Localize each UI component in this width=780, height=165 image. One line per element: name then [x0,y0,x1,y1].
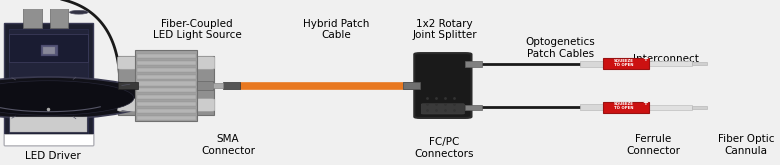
Bar [9,29,88,138]
Bar [41,45,58,56]
Text: Hybrid Patch
Cable: Hybrid Patch Cable [303,19,370,40]
Text: 1x2 Rotary
Joint Splitter: 1x2 Rotary Joint Splitter [412,19,477,40]
Bar [136,54,196,58]
Bar [136,68,196,72]
Bar [692,62,707,65]
Bar [649,105,692,110]
Text: LED · Drive: LED · Drive [18,44,45,49]
Text: SQUEEZE
TO OPEN: SQUEEZE TO OPEN [614,58,633,67]
Text: THORLABS: THORLABS [33,122,64,127]
Bar [212,83,223,88]
Bar [10,117,87,132]
Text: Optogenetics
Patch Cables: Optogenetics Patch Cables [526,37,595,59]
Bar [4,23,93,145]
Text: Fiber-Coupled
LED Light Source: Fiber-Coupled LED Light Source [153,19,242,40]
FancyBboxPatch shape [421,104,465,114]
Bar [136,88,196,92]
Bar [692,106,707,109]
Circle shape [50,0,68,3]
Bar [50,3,68,28]
Bar [603,58,649,69]
Bar [136,61,196,65]
FancyBboxPatch shape [196,57,215,69]
Text: LEDD1B: LEDD1B [66,44,85,49]
Bar [649,61,692,66]
Circle shape [0,81,134,115]
Text: Interconnect: Interconnect [633,54,699,64]
Circle shape [23,0,41,3]
Bar [23,3,41,28]
Text: LED Driver: LED Driver [25,151,80,161]
FancyBboxPatch shape [414,53,471,118]
FancyBboxPatch shape [196,99,215,111]
Circle shape [0,77,153,119]
Text: SQUEEZE
TO OPEN: SQUEEZE TO OPEN [614,102,633,110]
Bar [136,109,196,113]
Text: Ferrule
Connector: Ferrule Connector [626,134,680,156]
Bar [119,82,137,89]
Bar [4,134,93,145]
Circle shape [69,10,88,14]
Bar [603,102,649,113]
Bar [136,95,196,99]
Bar [403,82,420,89]
Bar [403,82,420,89]
Bar [135,50,197,121]
Text: +: + [643,99,648,105]
Text: SMA
Connector: SMA Connector [201,134,255,156]
Circle shape [16,0,49,5]
Bar [136,75,196,79]
Circle shape [42,0,76,5]
Bar [136,116,196,120]
Bar [43,47,55,54]
Text: +: + [643,56,648,62]
Bar [9,34,88,62]
FancyBboxPatch shape [118,57,136,69]
Bar [119,56,214,115]
Bar [466,61,482,66]
Bar [580,61,603,67]
Bar [466,105,482,110]
Text: FC/PC
Connectors: FC/PC Connectors [415,137,474,159]
Bar [580,104,603,110]
Bar [223,82,240,89]
FancyBboxPatch shape [118,99,136,111]
Bar [197,81,212,90]
Bar [136,102,196,106]
Bar [136,81,196,85]
Text: Fiber Optic
Cannula: Fiber Optic Cannula [718,134,774,156]
